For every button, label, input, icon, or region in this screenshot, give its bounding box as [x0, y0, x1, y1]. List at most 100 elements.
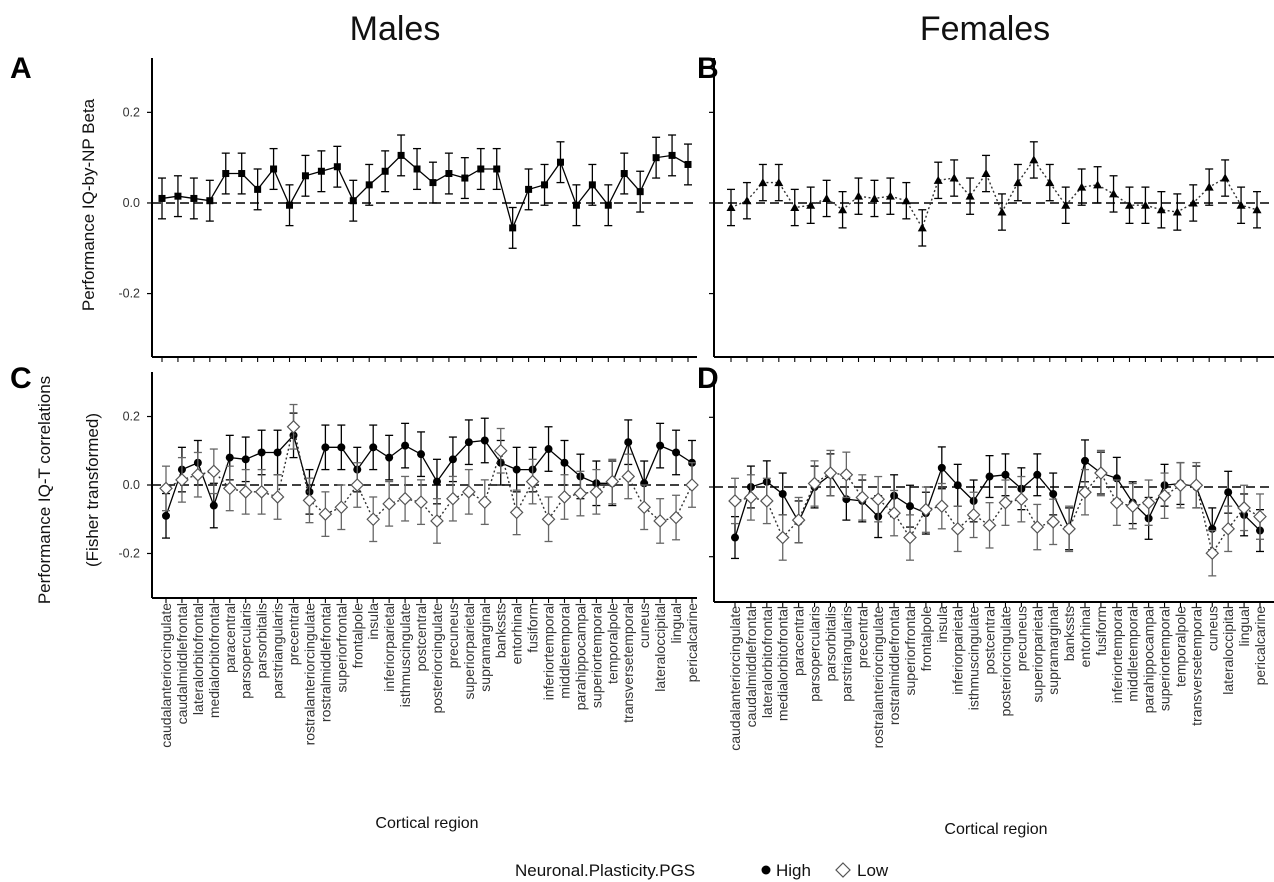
data-point: [604, 201, 612, 209]
data-point: [477, 165, 485, 173]
x-tick-label: transversetemporal: [1188, 606, 1204, 726]
data-point: [1046, 515, 1061, 529]
data-point: [509, 224, 517, 232]
data-point: [446, 491, 460, 506]
x-tick-label: paracentral: [222, 603, 238, 673]
data-point: [1077, 182, 1087, 191]
legend-low-marker: [835, 862, 851, 878]
data-point: [822, 193, 832, 202]
data-point: [464, 438, 473, 447]
y-tick-label: 0.2: [123, 410, 140, 424]
x-tick-label: caudalmiddlefrontal: [174, 603, 190, 724]
data-point: [417, 450, 426, 459]
data-point: [985, 472, 994, 481]
data-point: [1236, 200, 1246, 209]
data-point: [159, 481, 173, 496]
data-point: [917, 223, 927, 232]
data-point: [589, 484, 604, 499]
data-point: [981, 169, 991, 178]
x-tick-label: caudalanteriorcingulate: [727, 606, 743, 751]
y-axis-label-bottom-line2: (Fisher transformed): [83, 413, 102, 567]
data-point: [742, 196, 752, 205]
x-tick-label: parahippocampal: [572, 603, 588, 710]
x-tick-label: inferiortemporal: [541, 603, 557, 700]
data-point: [509, 505, 524, 520]
data-point: [1220, 173, 1230, 182]
data-point: [937, 463, 946, 472]
x-tick-label: insula: [934, 606, 950, 643]
data-point: [1049, 489, 1058, 498]
x-tick-label: cuneus: [1204, 606, 1220, 651]
data-point: [1204, 182, 1214, 191]
data-point: [933, 175, 943, 184]
x-tick-label: posteriorcingulate: [997, 606, 1013, 717]
data-point: [365, 181, 373, 189]
x-tick-label: parsorbitalis: [254, 603, 270, 678]
data-point: [1237, 501, 1251, 515]
x-tick-label: entorhinal: [1077, 606, 1093, 668]
x-tick-label: superiorparietal: [461, 603, 477, 700]
legend-high-label: High: [776, 861, 811, 880]
data-point: [301, 172, 309, 180]
x-tick-label: bankssts: [493, 603, 509, 658]
x-tick-label: parsopercularis: [238, 603, 254, 699]
data-point: [560, 458, 569, 467]
x-tick-label: inferiorparietal: [381, 603, 397, 692]
data-point: [588, 181, 596, 189]
panel-letter-b: B: [697, 52, 719, 85]
data-point: [1141, 495, 1156, 510]
data-point: [758, 178, 768, 187]
data-point: [1140, 200, 1150, 209]
data-point: [652, 154, 660, 162]
data-point: [222, 481, 237, 496]
data-point: [174, 192, 182, 200]
y-axis-label-bottom-line1: Performance IQ-T correlations: [35, 376, 54, 604]
data-point: [1045, 178, 1055, 187]
data-point: [1109, 495, 1124, 510]
data-point: [869, 193, 879, 202]
data-point: [1173, 478, 1188, 493]
data-point: [286, 201, 294, 209]
x-tick-label: precuneus: [445, 603, 461, 668]
data-point: [525, 185, 533, 193]
data-point: [162, 511, 170, 520]
legend-high-marker: [761, 865, 771, 875]
x-axis-label-males: Cortical region: [375, 815, 478, 832]
x-tick-label: supramarginal: [1045, 606, 1061, 695]
x-tick-label: temporalpole: [604, 603, 620, 684]
data-point: [382, 496, 397, 511]
x-tick-label: superiortemporal: [588, 603, 604, 708]
data-point: [774, 178, 784, 187]
x-tick-label: rostralanteriorcingulate: [870, 606, 886, 749]
data-point: [334, 500, 349, 515]
x-tick-label: posteriorcingulate: [429, 603, 445, 714]
x-tick-label: parahippocampal: [1141, 606, 1157, 713]
data-point: [209, 501, 218, 510]
data-point: [461, 174, 469, 182]
data-point: [668, 151, 676, 159]
column-title-males: Males: [350, 10, 441, 48]
data-point: [919, 502, 933, 517]
x-tick-label: parsopercularis: [807, 606, 823, 702]
x-tick-label: superiorparietal: [1029, 606, 1045, 703]
data-point: [1029, 155, 1039, 164]
series-low: [159, 403, 699, 544]
data-point: [1062, 521, 1076, 536]
data-point: [430, 514, 444, 528]
x-tick-label: fusiform: [1093, 606, 1109, 656]
data-point: [903, 530, 917, 545]
data-point: [401, 441, 410, 450]
data-point: [158, 194, 166, 202]
x-tick-label: superiorfrontal: [333, 603, 349, 693]
legend: Neuronal.Plasticity.PGS High Low: [515, 861, 889, 880]
data-point: [493, 443, 508, 458]
data-point: [257, 448, 266, 457]
data-point: [254, 185, 262, 193]
data-point: [1033, 470, 1042, 479]
x-tick-label: medialorbitofrontal: [206, 603, 222, 718]
data-point: [525, 474, 540, 489]
data-point: [1014, 492, 1029, 507]
series-line: [734, 471, 1261, 555]
data-point: [731, 533, 739, 542]
x-tick-label: lateralorbitofrontal: [190, 603, 206, 715]
